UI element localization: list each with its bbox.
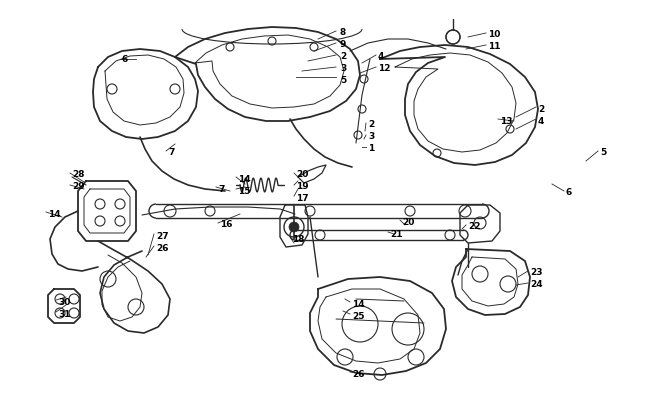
Text: 26: 26 [352,369,365,378]
Text: 17: 17 [296,194,309,202]
Text: 26: 26 [156,243,168,252]
Text: 13: 13 [500,117,512,126]
Text: 19: 19 [296,181,309,190]
Text: 12: 12 [378,64,391,73]
Text: 5: 5 [340,76,346,85]
Text: 7: 7 [168,148,174,157]
Text: 14: 14 [48,209,60,218]
Text: 4: 4 [378,52,384,61]
Text: 3: 3 [340,64,346,73]
Text: 11: 11 [488,42,500,51]
Text: 10: 10 [488,30,500,39]
Text: 28: 28 [72,170,84,179]
Text: 6: 6 [566,188,572,196]
Text: 1: 1 [368,144,374,153]
Text: 2: 2 [368,120,374,129]
Text: 14: 14 [238,175,251,183]
Text: 7: 7 [218,185,224,194]
Text: 30: 30 [58,297,70,306]
Text: 24: 24 [530,279,543,288]
Text: 18: 18 [292,234,304,243]
Text: 25: 25 [352,311,365,320]
Text: 31: 31 [58,309,70,318]
Text: 27: 27 [156,231,168,241]
Text: 29: 29 [72,181,84,190]
Text: 3: 3 [368,132,374,141]
Text: 8: 8 [340,28,346,37]
Text: 23: 23 [530,267,543,276]
Text: 22: 22 [468,222,480,230]
Text: 2: 2 [538,105,544,114]
Text: 14: 14 [352,299,365,308]
Text: 6: 6 [122,55,128,64]
Circle shape [289,222,299,232]
Text: 20: 20 [296,170,308,179]
Text: 2: 2 [340,52,346,61]
Text: 20: 20 [402,217,415,226]
Text: 16: 16 [220,220,233,228]
Text: 5: 5 [600,148,606,157]
Text: 9: 9 [340,40,346,49]
Text: 15: 15 [238,187,250,196]
Text: 21: 21 [390,230,402,239]
Text: 4: 4 [538,117,545,126]
